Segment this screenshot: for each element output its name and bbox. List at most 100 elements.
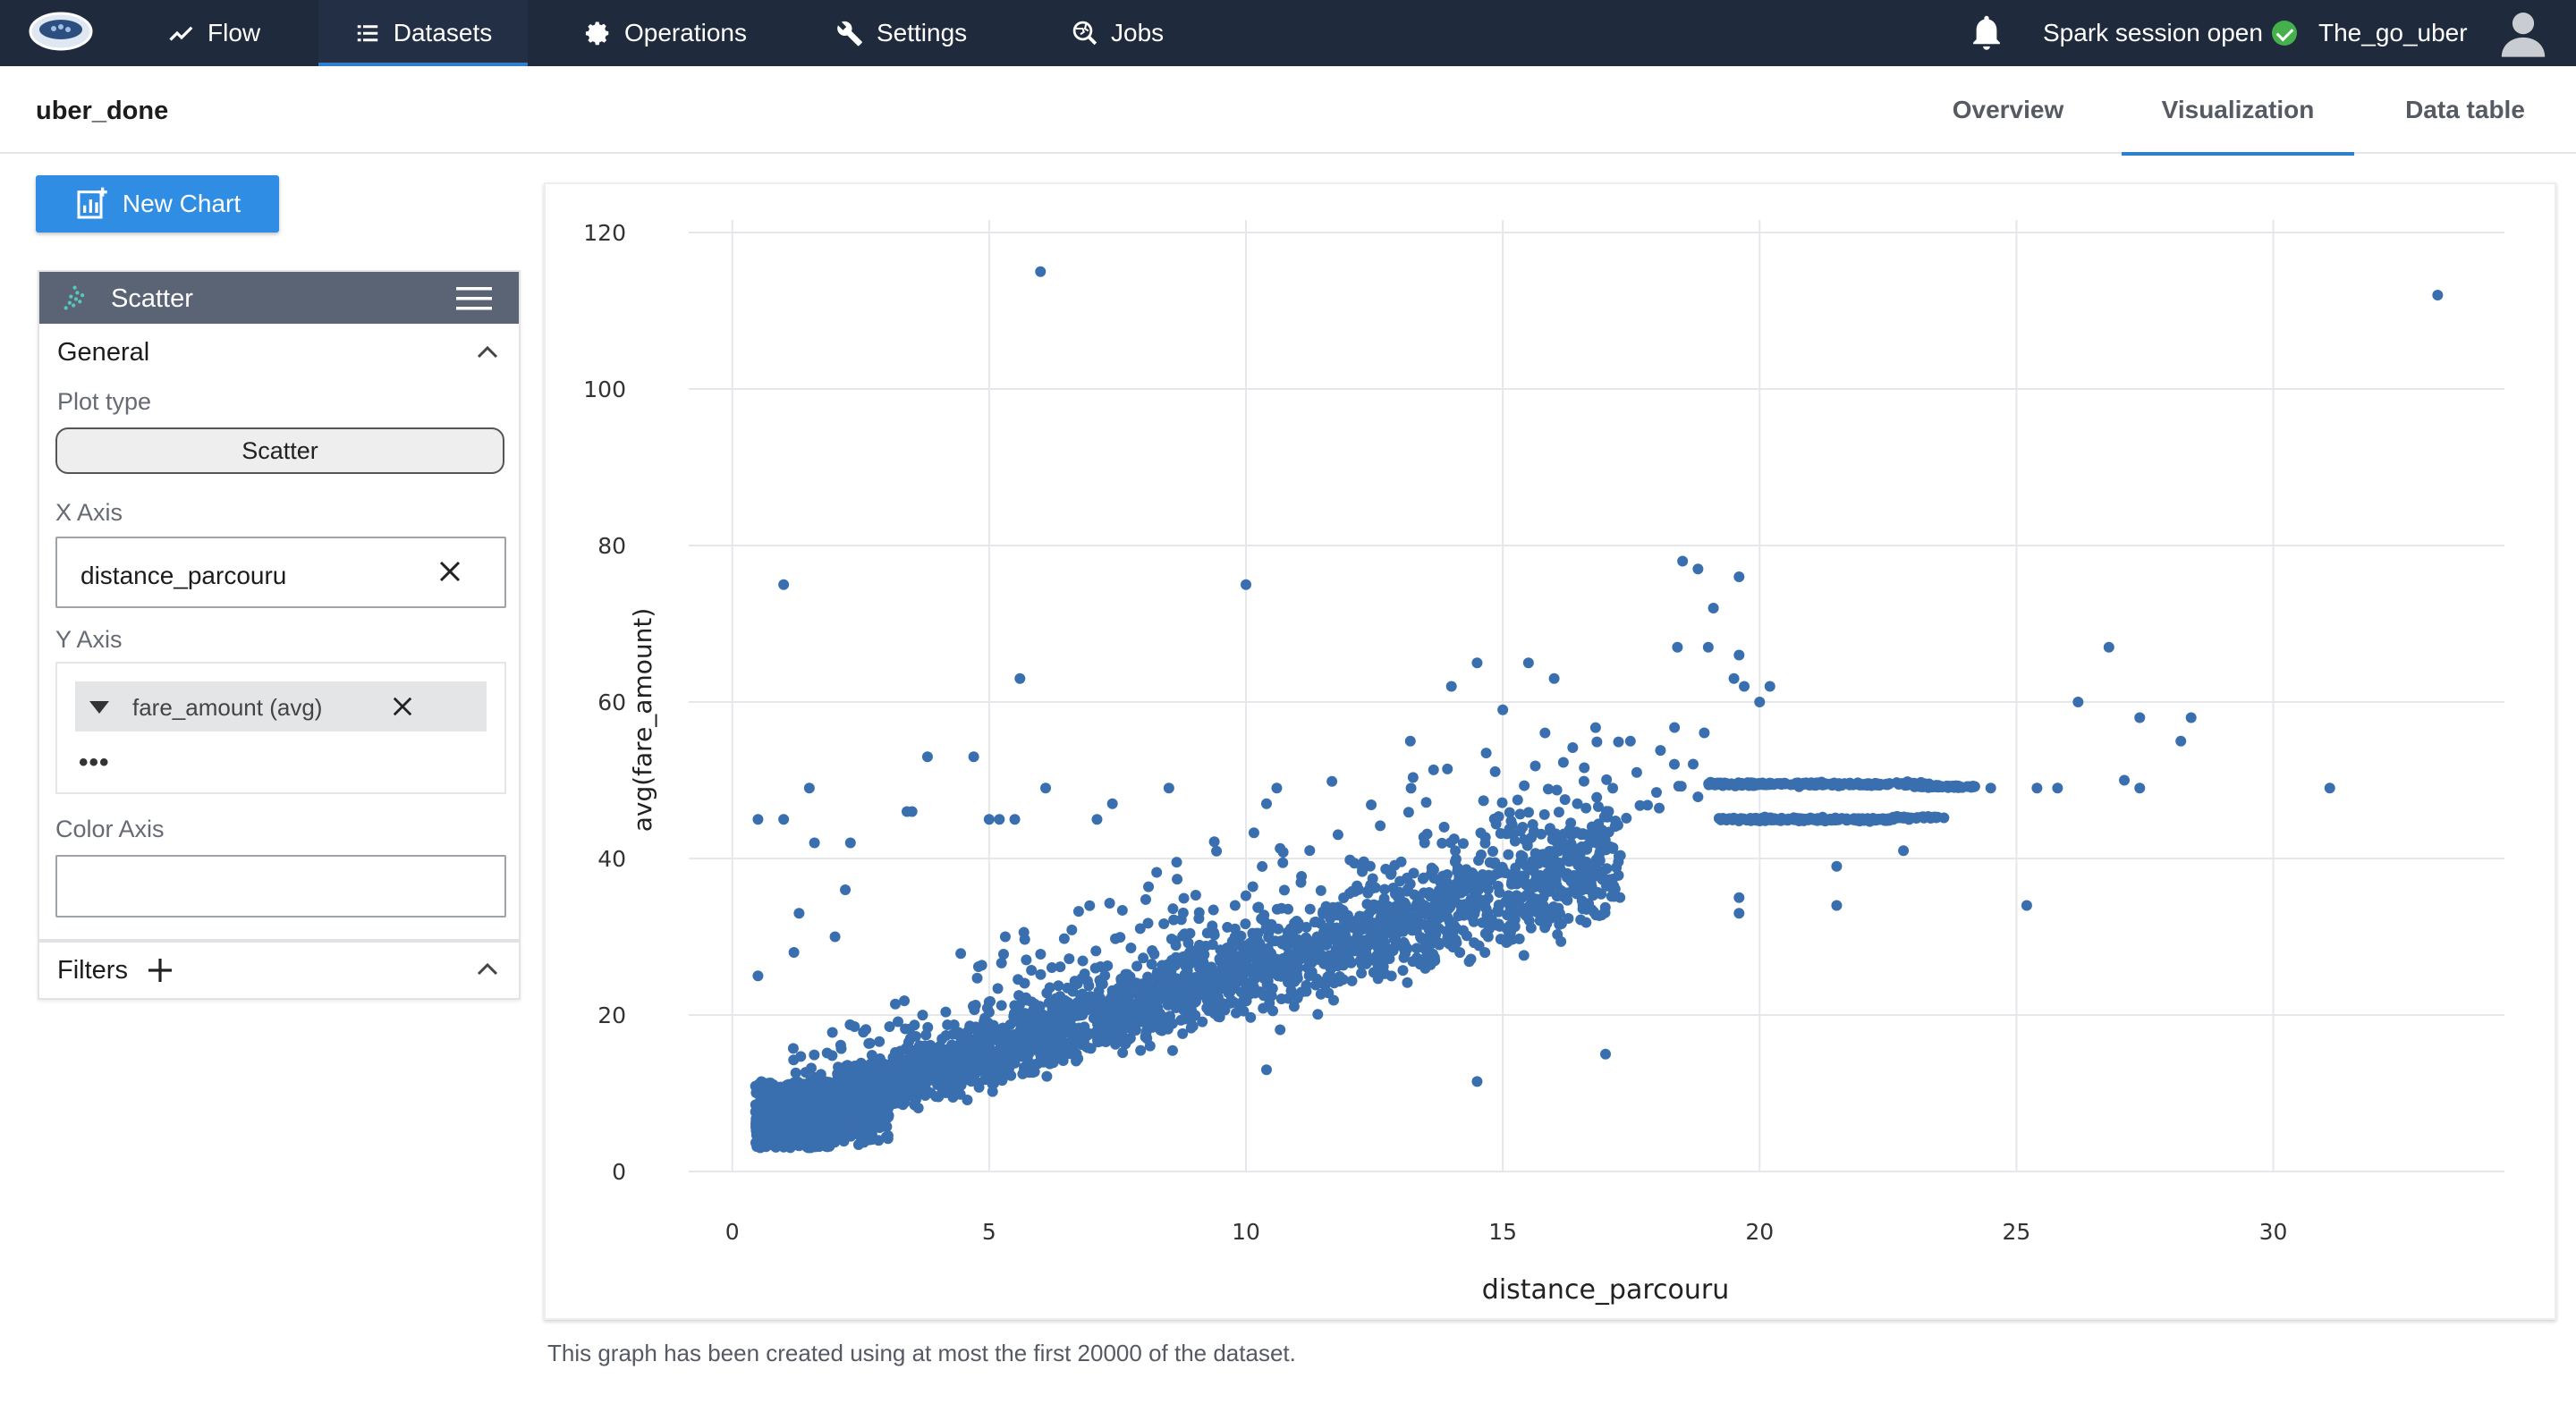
data-point (1580, 829, 1592, 841)
data-point (1557, 757, 1569, 768)
nav-flow[interactable]: Flow (168, 0, 267, 66)
caret-down-icon[interactable] (89, 701, 109, 714)
data-point (1285, 923, 1297, 935)
nav-settings[interactable]: Settings (837, 0, 971, 66)
data-point (793, 908, 805, 919)
data-point (1565, 875, 1577, 887)
plot-type-select[interactable]: Scatter (55, 427, 504, 474)
data-point (1783, 813, 1794, 825)
data-point (1438, 821, 1450, 833)
chevron-up-icon[interactable] (476, 345, 499, 359)
data-point (962, 1094, 973, 1105)
data-point (753, 1078, 765, 1090)
data-point (1140, 893, 1151, 905)
user-name[interactable]: The_go_uber (2318, 0, 2468, 66)
data-point (2031, 782, 2043, 794)
data-point (1497, 704, 1509, 715)
data-point (1831, 900, 1843, 911)
data-point (971, 972, 983, 984)
data-point (1072, 1037, 1084, 1049)
data-point (918, 1087, 929, 1098)
data-point (1040, 782, 1052, 794)
data-point (1835, 778, 1846, 790)
data-point (790, 1067, 801, 1078)
filters-label: Filters (57, 956, 128, 985)
nav-operations[interactable]: Operations (585, 0, 755, 66)
data-point (842, 1110, 853, 1121)
data-point (940, 1006, 952, 1018)
data-point (1344, 854, 1356, 866)
data-point (803, 782, 815, 794)
data-point (1469, 937, 1480, 949)
data-point (1506, 819, 1518, 831)
remove-y-axis-icon[interactable] (392, 696, 413, 717)
tab-data-table[interactable]: Data table (2394, 66, 2537, 154)
app-logo[interactable] (27, 7, 95, 55)
x-axis-field[interactable]: distance_parcouru (55, 537, 506, 608)
data-point (1437, 870, 1449, 882)
data-point (1009, 1046, 1021, 1058)
more-options-icon[interactable]: ••• (79, 748, 110, 777)
data-point (1450, 845, 1462, 857)
color-axis-field[interactable] (55, 855, 506, 918)
data-point (1739, 681, 1750, 692)
data-point (1478, 795, 1489, 807)
data-point (1405, 782, 1417, 794)
data-point (1041, 1070, 1053, 1082)
tab-overview[interactable]: Overview (1932, 66, 2084, 154)
data-point (1291, 968, 1302, 980)
data-point (1436, 837, 1448, 849)
scatter-chart[interactable]: 0 5 10 15 20 25 30 0 20 40 60 80 100 120 distance_parc… (546, 184, 2558, 1322)
nav-settings-label: Settings (877, 19, 968, 47)
data-point (1197, 1016, 1208, 1028)
data-point (1573, 853, 1585, 865)
data-point (1102, 960, 1114, 971)
add-filter-icon[interactable] (147, 957, 174, 984)
data-point (835, 1117, 846, 1129)
hamburger-menu-icon[interactable] (456, 286, 492, 311)
nav-jobs[interactable]: Jobs (1072, 0, 1179, 66)
data-point (815, 1069, 826, 1080)
data-point (1428, 948, 1439, 960)
user-avatar-icon[interactable] (2497, 7, 2549, 59)
data-point (1538, 900, 1549, 911)
data-point (1601, 863, 1613, 875)
data-point (1505, 869, 1517, 881)
nav-datasets[interactable]: Datasets (318, 0, 528, 66)
data-point (1809, 813, 1820, 825)
data-point (898, 1081, 910, 1093)
data-point (1489, 765, 1501, 777)
data-point (1567, 742, 1579, 754)
data-point (1346, 975, 1358, 986)
filters-section[interactable]: Filters (38, 941, 521, 1000)
clear-x-axis-icon[interactable] (438, 560, 462, 583)
data-point (1378, 892, 1390, 904)
data-point (1208, 926, 1220, 938)
data-point (1256, 965, 1267, 977)
nav-jobs-label: Jobs (1111, 19, 1165, 47)
data-point (1879, 779, 1891, 791)
data-point (2185, 712, 2197, 723)
tab-visualization[interactable]: Visualization (2122, 66, 2354, 156)
y-axis-chip[interactable]: fare_amount (avg) (75, 681, 487, 732)
data-point (1563, 856, 1575, 867)
data-point (1118, 990, 1130, 1002)
data-point (2119, 774, 2131, 786)
data-point (1471, 1076, 1483, 1087)
data-point (840, 884, 852, 895)
chevron-up-icon[interactable] (476, 962, 499, 977)
bell-icon[interactable] (1968, 13, 2005, 54)
data-point (823, 1083, 835, 1095)
new-chart-button[interactable]: New Chart (36, 175, 279, 233)
data-point (1366, 799, 1377, 811)
data-point (1707, 603, 1719, 613)
data-point (1356, 968, 1368, 979)
data-point (874, 1053, 886, 1064)
data-point (1442, 933, 1453, 944)
data-point (874, 1036, 886, 1047)
data-point (977, 1055, 988, 1067)
data-point (1271, 903, 1283, 915)
data-point (1624, 735, 1636, 747)
data-point (1215, 944, 1226, 956)
general-section-title[interactable]: General (57, 338, 150, 367)
